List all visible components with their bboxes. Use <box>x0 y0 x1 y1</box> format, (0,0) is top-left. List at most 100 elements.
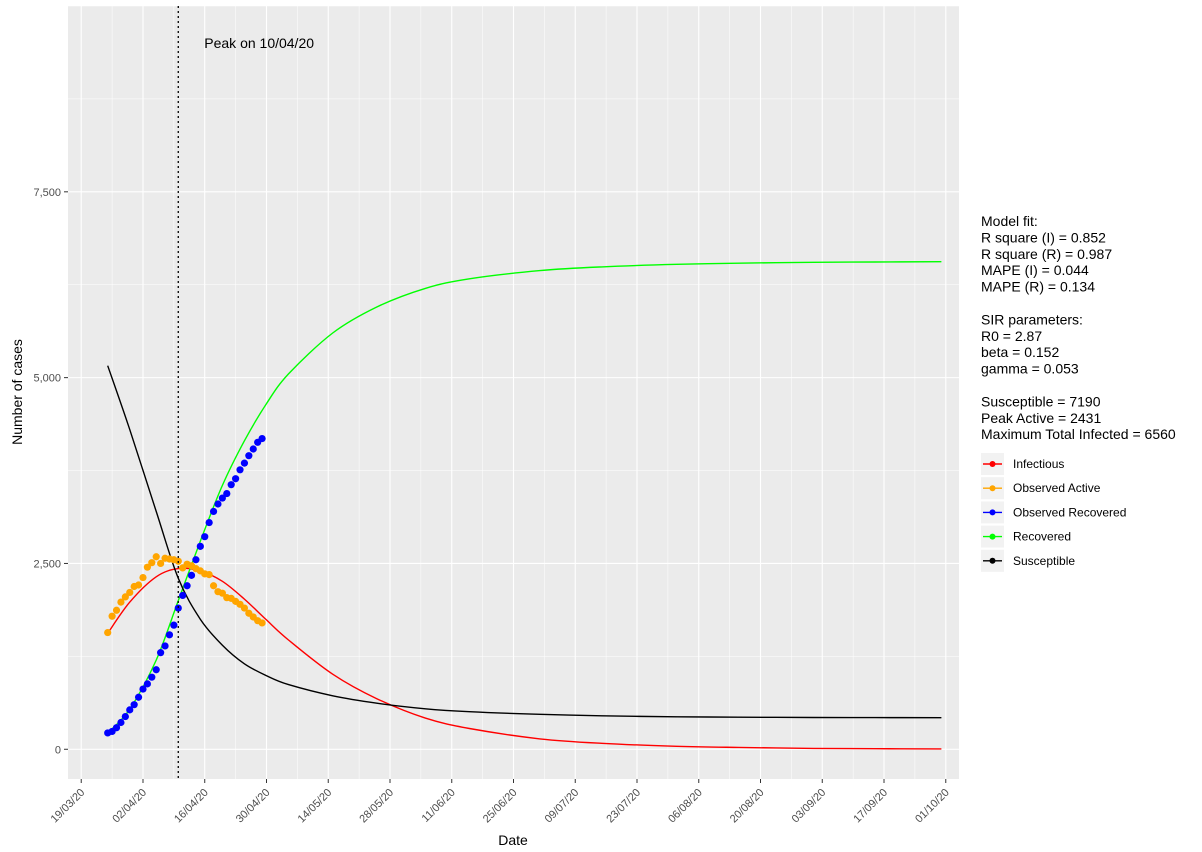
x-tick-label: 02/04/20 <box>110 787 149 826</box>
stats-line: Maximum Total Infected = 6560 <box>981 426 1176 442</box>
data-point <box>258 619 266 627</box>
peak-annotation: Peak on 10/04/20 <box>204 35 314 51</box>
stats-line: beta = 0.152 <box>981 344 1059 360</box>
data-point <box>134 693 143 701</box>
data-point <box>126 706 134 714</box>
data-point <box>201 533 209 541</box>
y-axis: 0 2,500 5,000 7,500 <box>33 187 68 756</box>
x-tick-label: 06/08/20 <box>666 787 705 826</box>
stats-line: R square (I) = 0.852 <box>981 229 1106 245</box>
x-tick-label: 23/07/20 <box>604 787 643 826</box>
data-point <box>240 459 249 467</box>
data-point <box>205 571 213 579</box>
legend-item-observed-recovered: Observed Recovered <box>981 501 1126 524</box>
legend-key-point <box>989 509 996 516</box>
data-point <box>157 559 165 568</box>
data-point <box>148 559 156 567</box>
series-points-observed-active <box>104 553 266 637</box>
data-point <box>139 685 147 693</box>
legend-item-observed-active: Observed Active <box>981 477 1101 500</box>
x-tick-label: 30/04/20 <box>234 787 273 826</box>
y-tick-label: 5,000 <box>33 373 61 385</box>
y-tick-label: 0 <box>55 744 61 756</box>
x-tick-label: 11/06/20 <box>420 787 458 825</box>
legend-key-point <box>989 557 996 564</box>
x-tick-label: 20/08/20 <box>728 787 767 826</box>
stats-line: Susceptible = 7190 <box>981 393 1101 409</box>
x-axis: 19/03/20 02/04/20 16/04/20 30/04/20 14/05/20… <box>49 779 952 825</box>
data-point <box>143 680 151 688</box>
data-point <box>249 445 257 453</box>
x-tick-label: 14/05/20 <box>296 787 335 826</box>
x-axis-title: Date <box>498 832 528 848</box>
stats-line: Peak Active = 2431 <box>981 410 1101 426</box>
legend-key-point <box>989 461 996 467</box>
data-point <box>214 500 222 508</box>
data-point <box>240 604 249 612</box>
legend: Infectious Observed Active Observed Recove… <box>981 453 1126 572</box>
data-point <box>121 712 129 721</box>
data-point <box>134 581 143 589</box>
data-point <box>104 628 112 637</box>
data-point <box>108 612 116 620</box>
data-point <box>192 556 200 564</box>
stats-line: R0 = 2.87 <box>981 328 1042 344</box>
x-tick-label: 01/10/20 <box>913 787 952 826</box>
data-point <box>148 673 156 681</box>
data-point <box>205 518 213 527</box>
data-point <box>223 489 231 498</box>
data-point <box>161 642 169 650</box>
series-line-susceptible <box>107 365 942 719</box>
y-tick-label: 7,500 <box>33 187 61 199</box>
stats-line: MAPE (I) = 0.044 <box>981 262 1089 278</box>
data-point <box>209 507 218 516</box>
data-point <box>245 452 253 460</box>
data-point <box>112 606 121 614</box>
data-point <box>126 588 134 597</box>
stats-line: R square (R) = 0.987 <box>981 246 1112 262</box>
legend-label: Infectious <box>1013 457 1064 471</box>
x-tick-label: 17/09/20 <box>851 787 890 826</box>
data-point <box>236 466 244 474</box>
data-point <box>232 475 240 483</box>
legend-label: Observed Recovered <box>1013 505 1126 519</box>
y-tick-label: 2,500 <box>33 558 61 570</box>
stats-line: gamma = 0.053 <box>981 361 1079 377</box>
legend-label: Recovered <box>1013 530 1071 544</box>
y-axis-title: Number of cases <box>9 339 25 445</box>
data-point <box>117 718 125 727</box>
x-tick-label: 09/07/20 <box>543 787 582 826</box>
data-point <box>112 724 121 732</box>
data-point <box>174 604 182 612</box>
legend-label: Susceptible <box>1013 554 1075 568</box>
data-point <box>196 542 204 550</box>
data-point <box>218 589 226 597</box>
data-point <box>209 582 218 590</box>
data-point <box>187 571 196 579</box>
x-tick-label: 28/05/20 <box>357 787 396 826</box>
stats-line: MAPE (R) = 0.134 <box>981 279 1095 295</box>
data-point <box>152 666 160 674</box>
series-layer <box>104 261 942 750</box>
data-point <box>157 649 165 657</box>
data-point <box>179 591 187 600</box>
data-point <box>227 481 235 489</box>
data-point <box>152 553 160 561</box>
legend-item-recovered: Recovered <box>981 525 1071 548</box>
legend-item-susceptible: Susceptible <box>981 549 1075 572</box>
legend-label: Observed Active <box>1013 481 1101 495</box>
data-point <box>218 494 226 502</box>
data-point <box>183 582 191 590</box>
data-point <box>258 434 266 443</box>
peak-marker: Peak on 10/04/20 <box>177 6 314 779</box>
series-line-recovered <box>107 261 942 734</box>
x-tick-label: 19/03/20 <box>49 787 88 826</box>
x-tick-label: 03/09/20 <box>790 787 829 826</box>
legend-key-point <box>989 533 996 540</box>
legend-key-point <box>989 485 996 492</box>
data-point <box>117 598 125 606</box>
major-gridlines <box>68 6 959 779</box>
x-tick-label: 25/06/20 <box>481 787 520 826</box>
